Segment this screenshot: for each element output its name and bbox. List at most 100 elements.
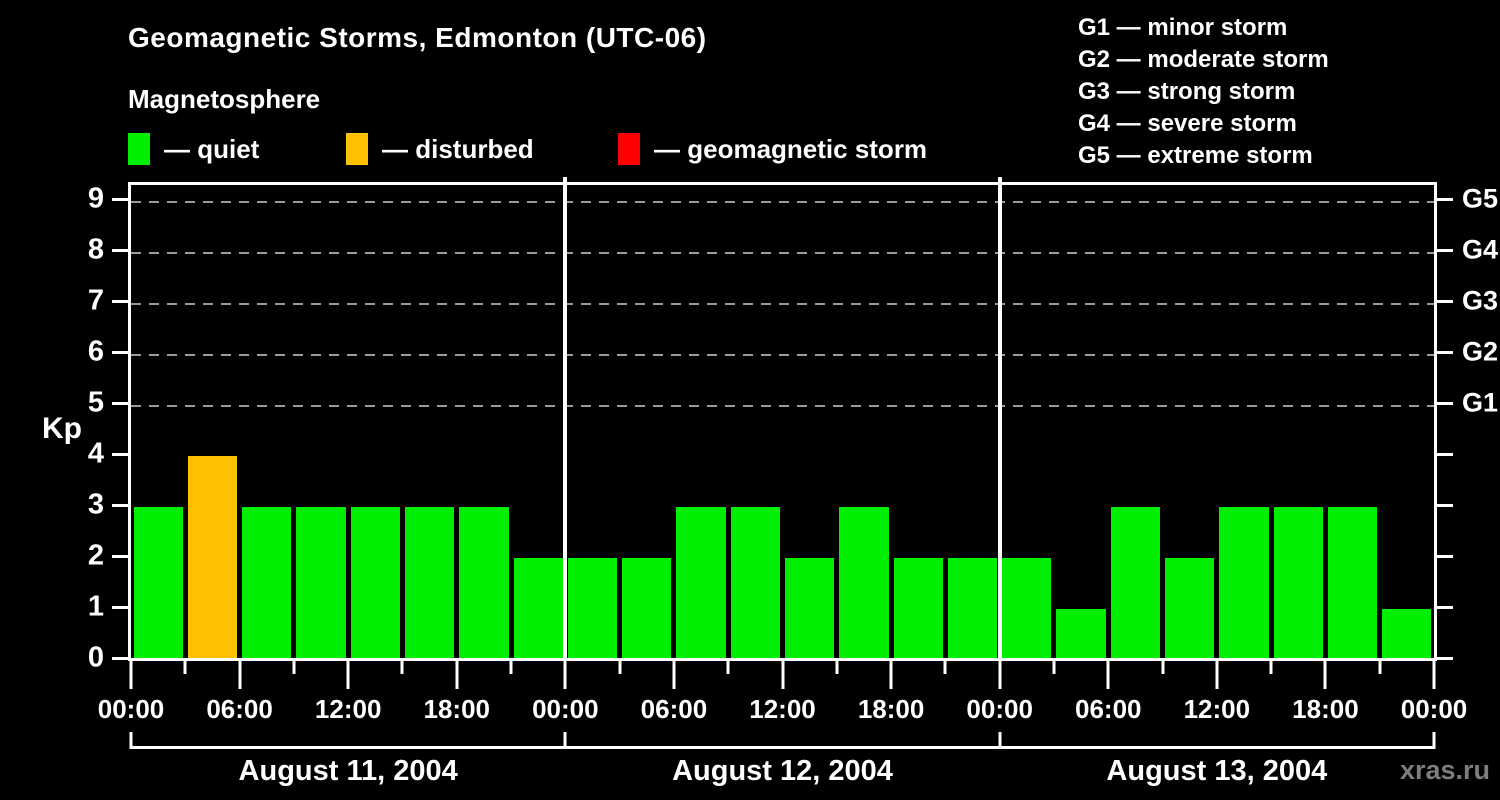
- y-axis-tick: [112, 300, 128, 303]
- watermark: xras.ru: [1399, 755, 1490, 785]
- y-tick-label: 4: [87, 437, 104, 470]
- x-tick-label: 00:00: [532, 694, 599, 724]
- right-axis-tick: [1437, 555, 1453, 558]
- y-axis-tick: [112, 351, 128, 354]
- y-axis-tick: [112, 453, 128, 456]
- g-scale-label-g3: G3: [1462, 285, 1499, 316]
- y-axis-tick: [112, 402, 128, 405]
- quiet-swatch: [128, 133, 150, 165]
- x-axis-major-tick: [1432, 661, 1436, 689]
- kp-bar: [187, 456, 238, 658]
- kp-bar: [459, 507, 509, 658]
- right-axis-tick: [1437, 198, 1453, 201]
- legend-item-quiet: — quiet: [128, 131, 259, 167]
- x-axis-major-tick: [455, 661, 459, 689]
- y-tick-label: 8: [87, 233, 104, 266]
- x-axis-major-tick: [672, 661, 676, 689]
- x-axis-major-tick: [998, 661, 1002, 689]
- geomagnetic-storm-swatch: [618, 133, 640, 165]
- kp-bar: [513, 558, 563, 658]
- g-scale-label-g5: G5: [1462, 183, 1499, 214]
- kp-bar: [622, 558, 672, 658]
- y-tick-label: 1: [87, 590, 104, 623]
- kp-bar: [296, 507, 346, 658]
- x-tick-label: 00:00: [97, 694, 165, 724]
- y-tick-label: 3: [87, 488, 104, 521]
- day-separator: [563, 177, 568, 658]
- date-label: August 12, 2004: [672, 755, 893, 787]
- y-tick-label: 5: [87, 386, 104, 419]
- y-tick-label: 9: [87, 182, 104, 215]
- storm-scale-legend: G1 — minor storm G2 — moderate storm G3 — …: [1078, 12, 1329, 172]
- x-axis-minor-tick: [1378, 661, 1382, 674]
- x-tick-label: 12:00: [749, 694, 816, 724]
- date-bracket-tick: [1432, 732, 1436, 749]
- x-tick-label: 18:00: [857, 694, 925, 724]
- x-axis-major-tick: [1323, 661, 1327, 689]
- kp-bar: [947, 558, 998, 658]
- y-tick-label: 7: [87, 284, 104, 317]
- x-axis-minor-tick: [183, 661, 187, 674]
- g-scale-label-g2: G2: [1462, 336, 1499, 367]
- right-axis-tick: [1437, 402, 1453, 405]
- x-axis-minor-tick: [509, 661, 513, 674]
- y-axis-label: Kp: [42, 412, 82, 445]
- storm-scale-legend-line: G2 — moderate storm: [1078, 46, 1329, 73]
- legend-label: — disturbed: [382, 133, 534, 164]
- kp-bar: [567, 558, 618, 658]
- right-axis-tick: [1437, 249, 1453, 252]
- y-tick-label: 0: [87, 641, 104, 674]
- plot-inner: [131, 177, 1434, 658]
- y-tick-label: 6: [87, 335, 104, 368]
- legend-item-geomagnetic-storm: — geomagnetic storm: [618, 131, 927, 167]
- x-axis-major-tick: [129, 661, 133, 689]
- x-tick-label: 00:00: [1400, 694, 1468, 724]
- right-axis-tick: [1437, 657, 1453, 660]
- kp-bar: [1219, 507, 1269, 658]
- x-axis-major-tick: [1106, 661, 1110, 689]
- g-scale-label-g4: G4: [1462, 234, 1499, 265]
- gridline-kp5: [131, 405, 1434, 407]
- x-axis-major-tick: [889, 661, 893, 689]
- x-axis-major-tick: [346, 661, 350, 689]
- kp-bar: [350, 507, 400, 658]
- kp-bar: [133, 507, 183, 658]
- kp-bar: [1056, 609, 1106, 658]
- legend-label: — quiet: [164, 133, 260, 164]
- gridline-kp9: [131, 201, 1434, 203]
- x-axis-major-tick: [238, 661, 242, 689]
- y-axis-tick: [112, 606, 128, 609]
- magnetosphere-label: Magnetosphere: [128, 84, 321, 114]
- x-tick-label: 06:00: [1075, 694, 1142, 724]
- right-axis-tick: [1437, 606, 1453, 609]
- x-tick-label: 12:00: [314, 694, 382, 724]
- storm-scale-legend-line: G4 — severe storm: [1078, 110, 1297, 137]
- kp-bar: [676, 507, 726, 658]
- gridline-kp7: [131, 303, 1434, 305]
- x-tick-label: 00:00: [966, 694, 1033, 724]
- storm-scale-legend-line: G1 — minor storm: [1078, 14, 1288, 41]
- x-tick-label: 18:00: [1292, 694, 1359, 724]
- kp-bar: [1002, 558, 1052, 658]
- legend-label: — geomagnetic storm: [654, 133, 928, 164]
- date-bracket-tick: [563, 732, 567, 749]
- x-axis-minor-tick: [400, 661, 404, 674]
- kp-bar: [1382, 609, 1432, 658]
- storm-scale-legend-line: G3 — strong storm: [1078, 78, 1296, 105]
- x-axis-minor-tick: [1052, 661, 1056, 674]
- x-axis-minor-tick: [618, 661, 622, 674]
- x-axis-major-tick: [563, 661, 567, 689]
- day-separator: [997, 177, 1002, 658]
- date-bracket-line: [131, 746, 1434, 749]
- date-label: August 11, 2004: [238, 755, 458, 787]
- x-axis-major-tick: [781, 661, 784, 689]
- y-axis-tick: [112, 657, 128, 660]
- right-axis-tick: [1437, 351, 1453, 354]
- plot-area: [128, 177, 1437, 661]
- x-axis-minor-tick: [1161, 661, 1165, 674]
- disturbed-swatch: [346, 133, 368, 165]
- right-axis-tick: [1437, 504, 1453, 507]
- kp-bar: [839, 507, 889, 658]
- storm-scale-legend-line: G5 — extreme storm: [1078, 142, 1313, 169]
